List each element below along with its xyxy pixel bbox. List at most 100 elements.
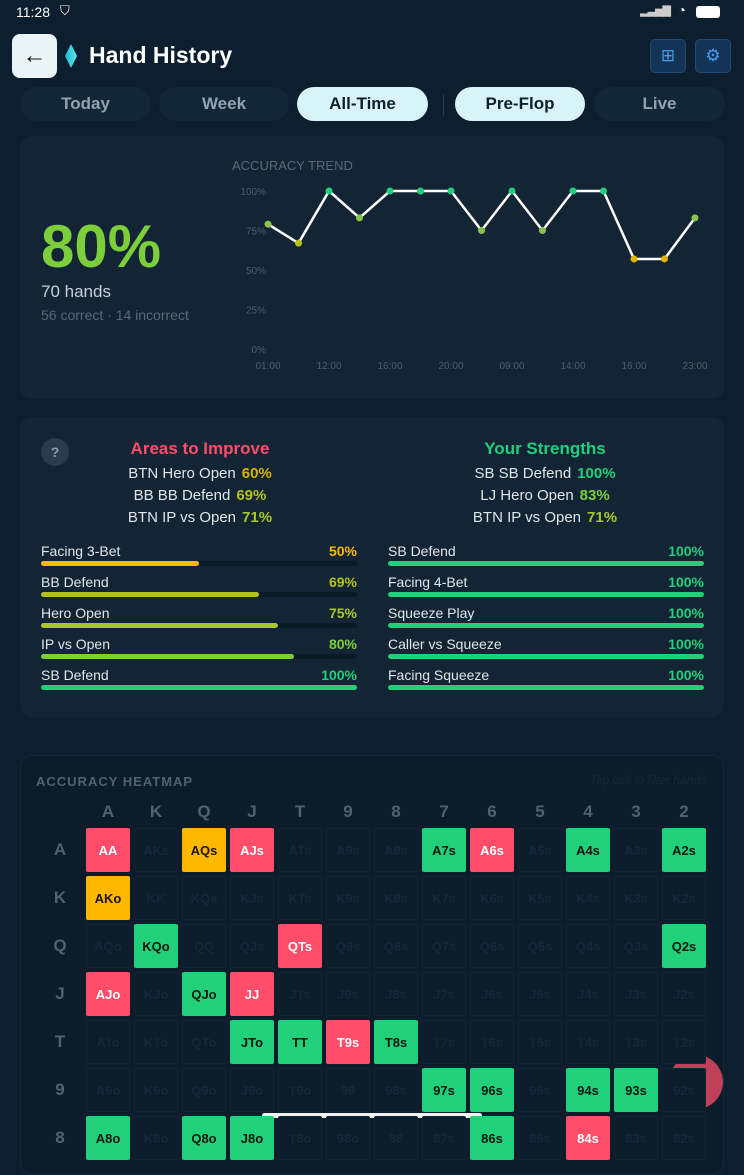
- heatmap-cell[interactable]: T2s: [662, 1020, 706, 1064]
- heatmap-cell[interactable]: Q5s: [518, 924, 562, 968]
- heatmap-cell[interactable]: T7s: [422, 1020, 466, 1064]
- heatmap-cell[interactable]: A9o: [86, 1068, 130, 1112]
- heatmap-cell[interactable]: AQs: [182, 828, 226, 872]
- heatmap-cell[interactable]: AQo: [86, 924, 130, 968]
- heatmap-cell[interactable]: T5s: [518, 1020, 562, 1064]
- heatmap-cell[interactable]: A8o: [86, 1116, 130, 1160]
- heatmap-cell[interactable]: KJo: [134, 972, 178, 1016]
- heatmap-cell[interactable]: 94s: [566, 1068, 610, 1112]
- heatmap-cell[interactable]: 85s: [518, 1116, 562, 1160]
- help-button[interactable]: ?: [41, 438, 69, 466]
- heatmap-cell[interactable]: KTo: [134, 1020, 178, 1064]
- heatmap-cell[interactable]: 93s: [614, 1068, 658, 1112]
- heatmap-cell[interactable]: QJs: [230, 924, 274, 968]
- heatmap-cell[interactable]: T8s: [374, 1020, 418, 1064]
- heatmap-cell[interactable]: J8o: [230, 1116, 274, 1160]
- heatmap-cell[interactable]: 82s: [662, 1116, 706, 1160]
- heatmap-cell[interactable]: J5s: [518, 972, 562, 1016]
- heatmap-cell[interactable]: K4s: [566, 876, 610, 920]
- heatmap-cell[interactable]: K9s: [326, 876, 370, 920]
- heatmap-cell[interactable]: AKo: [86, 876, 130, 920]
- heatmap-cell[interactable]: K5s: [518, 876, 562, 920]
- heatmap-cell[interactable]: Q6s: [470, 924, 514, 968]
- tab-all-time[interactable]: All-Time: [297, 87, 428, 121]
- heatmap-cell[interactable]: A6s: [470, 828, 514, 872]
- heatmap-cell[interactable]: J9o: [230, 1068, 274, 1112]
- settings-button[interactable]: ⚙: [695, 39, 731, 73]
- heatmap-cell[interactable]: 92s: [662, 1068, 706, 1112]
- heatmap-cell[interactable]: 99: [326, 1068, 370, 1112]
- heatmap-cell[interactable]: QTs: [278, 924, 322, 968]
- heatmap-cell[interactable]: A2s: [662, 828, 706, 872]
- heatmap-cell[interactable]: T6s: [470, 1020, 514, 1064]
- heatmap-cell[interactable]: T3s: [614, 1020, 658, 1064]
- heatmap-cell[interactable]: K8o: [134, 1116, 178, 1160]
- grid-view-button[interactable]: ⊞: [650, 39, 686, 73]
- heatmap-cell[interactable]: 97s: [422, 1068, 466, 1112]
- heatmap-cell[interactable]: JTs: [278, 972, 322, 1016]
- heatmap-cell[interactable]: Q8s: [374, 924, 418, 968]
- heatmap-cell[interactable]: KQo: [134, 924, 178, 968]
- heatmap-cell[interactable]: K7s: [422, 876, 466, 920]
- heatmap-cell[interactable]: JJ: [230, 972, 274, 1016]
- heatmap-cell[interactable]: A5s: [518, 828, 562, 872]
- heatmap-cell[interactable]: 98o: [326, 1116, 370, 1160]
- heatmap-cell[interactable]: J2s: [662, 972, 706, 1016]
- heatmap-cell[interactable]: QTo: [182, 1020, 226, 1064]
- heatmap-cell[interactable]: J7s: [422, 972, 466, 1016]
- heatmap-cell[interactable]: Q4s: [566, 924, 610, 968]
- heatmap-cell[interactable]: 88: [374, 1116, 418, 1160]
- tab-live[interactable]: Live: [594, 87, 725, 121]
- heatmap-cell[interactable]: A9s: [326, 828, 370, 872]
- heatmap-cell[interactable]: JTo: [230, 1020, 274, 1064]
- heatmap-cell[interactable]: 98s: [374, 1068, 418, 1112]
- heatmap-cell[interactable]: J8s: [374, 972, 418, 1016]
- heatmap-cell[interactable]: T9s: [326, 1020, 370, 1064]
- heatmap-cell[interactable]: K3s: [614, 876, 658, 920]
- heatmap-cell[interactable]: K9o: [134, 1068, 178, 1112]
- heatmap-cell[interactable]: K8s: [374, 876, 418, 920]
- heatmap-cell[interactable]: T8o: [278, 1116, 322, 1160]
- heatmap-cell[interactable]: 96s: [470, 1068, 514, 1112]
- heatmap-cell[interactable]: 84s: [566, 1116, 610, 1160]
- heatmap-cell[interactable]: ATo: [86, 1020, 130, 1064]
- heatmap-cell[interactable]: Q2s: [662, 924, 706, 968]
- heatmap-cell[interactable]: K2s: [662, 876, 706, 920]
- heatmap-cell[interactable]: T4s: [566, 1020, 610, 1064]
- heatmap-cell[interactable]: J4s: [566, 972, 610, 1016]
- heatmap-cell[interactable]: Q9o: [182, 1068, 226, 1112]
- heatmap-cell[interactable]: J6s: [470, 972, 514, 1016]
- heatmap-cell[interactable]: A3s: [614, 828, 658, 872]
- tab-week[interactable]: Week: [159, 87, 289, 121]
- heatmap-cell[interactable]: KK: [134, 876, 178, 920]
- heatmap-cell[interactable]: KTs: [278, 876, 322, 920]
- heatmap-cell[interactable]: AJs: [230, 828, 274, 872]
- tab-today[interactable]: Today: [20, 87, 151, 121]
- heatmap-cell[interactable]: A7s: [422, 828, 466, 872]
- heatmap-cell[interactable]: T9o: [278, 1068, 322, 1112]
- heatmap-cell[interactable]: QJo: [182, 972, 226, 1016]
- heatmap-cell[interactable]: A8s: [374, 828, 418, 872]
- heatmap-cell[interactable]: ATs: [278, 828, 322, 872]
- heatmap-cell[interactable]: AJo: [86, 972, 130, 1016]
- heatmap-cell[interactable]: AA: [86, 828, 130, 872]
- heatmap-cell[interactable]: 87s: [422, 1116, 466, 1160]
- heatmap-cell[interactable]: TT: [278, 1020, 322, 1064]
- heatmap-cell[interactable]: J9s: [326, 972, 370, 1016]
- heatmap-cell[interactable]: Q8o: [182, 1116, 226, 1160]
- heatmap-cell[interactable]: 86s: [470, 1116, 514, 1160]
- heatmap-cell[interactable]: Q7s: [422, 924, 466, 968]
- heatmap-cell[interactable]: AKs: [134, 828, 178, 872]
- heatmap-cell[interactable]: Q9s: [326, 924, 370, 968]
- heatmap-cell[interactable]: 95s: [518, 1068, 562, 1112]
- heatmap-cell[interactable]: 83s: [614, 1116, 658, 1160]
- back-button[interactable]: ←: [12, 34, 57, 78]
- heatmap-cell[interactable]: K6s: [470, 876, 514, 920]
- heatmap-cell[interactable]: KQs: [182, 876, 226, 920]
- tab-pre-flop[interactable]: Pre-Flop: [455, 87, 585, 121]
- heatmap-cell[interactable]: A4s: [566, 828, 610, 872]
- heatmap-cell[interactable]: J3s: [614, 972, 658, 1016]
- heatmap-cell[interactable]: QQ: [182, 924, 226, 968]
- heatmap-cell[interactable]: Q3s: [614, 924, 658, 968]
- heatmap-cell[interactable]: KJs: [230, 876, 274, 920]
